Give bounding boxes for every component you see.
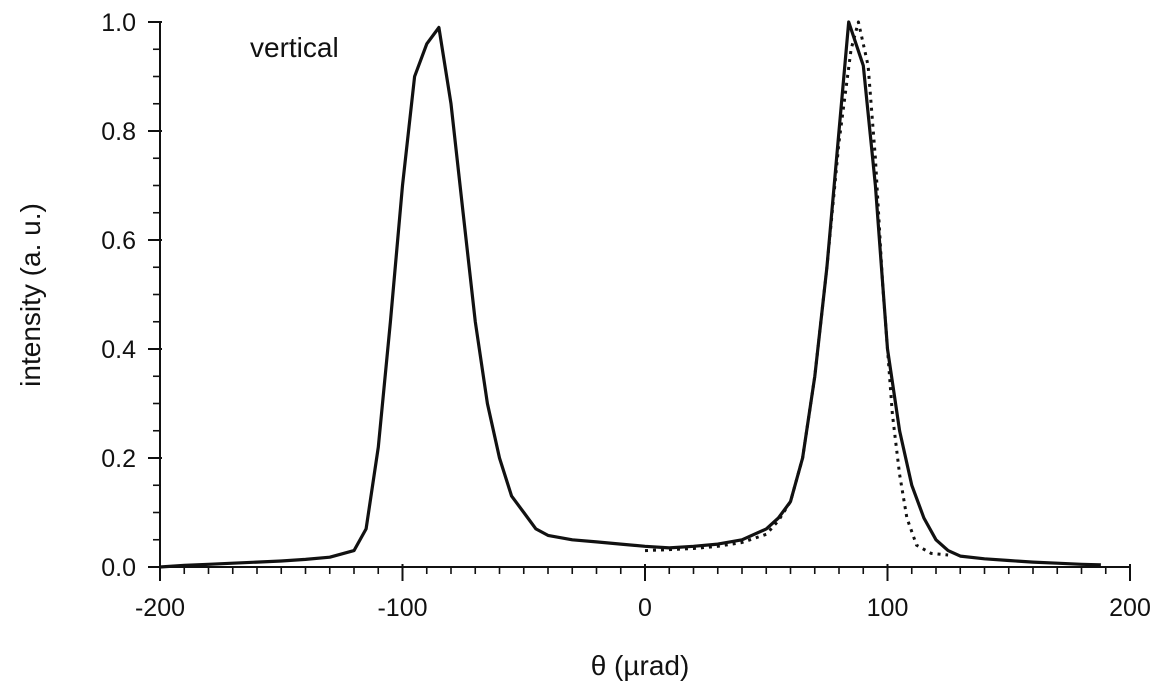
y-tick-label: 0.8 [101,118,136,146]
y-tick-label: 0.4 [101,336,136,364]
x-tick-label: 0 [638,594,652,622]
x-tick-label: 200 [1109,594,1151,622]
x-tick-label: 100 [867,594,909,622]
series-layer [159,20,1101,569]
y-axis-title: intensity (a. u.) [15,203,46,387]
annotation-vertical: vertical [250,32,339,63]
series-line-solid [159,20,1101,569]
y-tick-label: 0.6 [101,227,136,255]
x-tick-label: -200 [135,594,185,622]
axes: -200 -100 0 100 200 0.0 0.2 0.4 0.6 0.8 1.0 [101,9,1151,622]
x-axis-title: θ (µrad) [591,650,690,681]
y-tick-label: 1.0 [101,9,136,37]
y-tick-label: 0.0 [101,554,136,582]
x-tick-label: -100 [377,594,427,622]
y-tick-label: 0.2 [101,445,136,473]
